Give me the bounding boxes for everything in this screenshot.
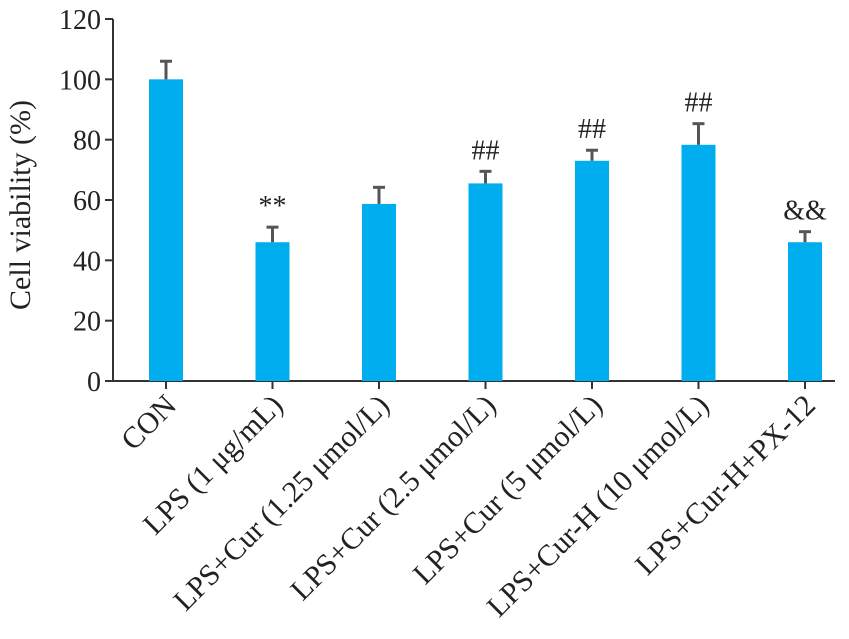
- significance-annotations: ** ## ## ## &&: [259, 88, 827, 227]
- x-tick-label: LPS+Cur (2.5 μmol/L): [284, 389, 502, 607]
- bar: [255, 242, 290, 381]
- bar: [681, 144, 716, 381]
- x-tick-label: LPS+Cur (5 μmol/L): [407, 389, 609, 591]
- bar: [575, 160, 609, 381]
- y-axis-label: Cell viability (%): [4, 100, 37, 310]
- significance-mark: ##: [685, 88, 713, 119]
- bar: [149, 79, 183, 381]
- y-tick-label: 0: [87, 367, 101, 398]
- bar: [468, 183, 503, 381]
- bars: [149, 79, 822, 381]
- x-axis: [113, 380, 835, 389]
- x-tick-label: CON: [115, 389, 183, 457]
- y-tick-label: 80: [73, 126, 101, 157]
- y-tick-label: 20: [73, 307, 101, 338]
- significance-mark: ##: [472, 135, 500, 166]
- significance-mark: &&: [783, 196, 827, 227]
- y-tick-label: 60: [73, 186, 101, 217]
- significance-mark: **: [259, 191, 287, 222]
- y-tick-label: 100: [59, 65, 101, 96]
- x-tick-label: LPS+Cur-H+PX-12: [629, 389, 822, 582]
- y-tick-label: 40: [73, 246, 101, 277]
- bar: [788, 242, 822, 381]
- y-tick-label: 120: [59, 5, 101, 36]
- x-tick-label: LPS+Cur (1.25 μmol/L): [167, 389, 396, 618]
- error-bars: [160, 59, 811, 243]
- y-axis: 0 20 40 60 80 100 120: [59, 5, 114, 398]
- significance-mark: ##: [578, 114, 606, 145]
- bar: [362, 203, 396, 381]
